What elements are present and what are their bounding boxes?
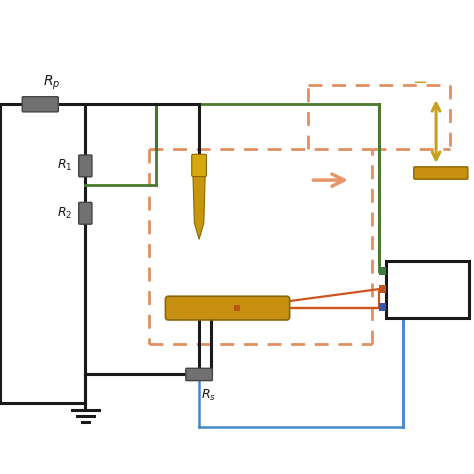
- Text: $R_2$: $R_2$: [57, 206, 72, 221]
- FancyBboxPatch shape: [79, 155, 92, 177]
- Bar: [234, 305, 240, 311]
- Bar: [379, 285, 386, 293]
- FancyBboxPatch shape: [386, 261, 469, 318]
- Text: Osc: Osc: [397, 283, 422, 296]
- FancyBboxPatch shape: [186, 368, 212, 381]
- FancyBboxPatch shape: [414, 167, 468, 179]
- FancyBboxPatch shape: [22, 97, 58, 112]
- FancyBboxPatch shape: [165, 296, 290, 320]
- Bar: [379, 267, 386, 275]
- FancyBboxPatch shape: [191, 155, 206, 177]
- Text: $R_s$: $R_s$: [201, 388, 217, 403]
- Bar: [379, 303, 386, 311]
- Text: −: −: [412, 74, 427, 92]
- FancyBboxPatch shape: [79, 202, 92, 224]
- Text: $R_p$: $R_p$: [43, 74, 60, 92]
- Polygon shape: [193, 173, 205, 239]
- Text: $R_1$: $R_1$: [57, 158, 73, 173]
- Text: −: −: [414, 168, 425, 182]
